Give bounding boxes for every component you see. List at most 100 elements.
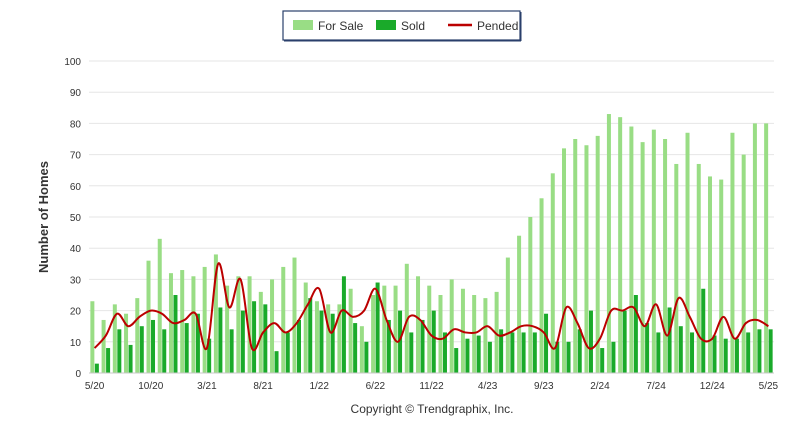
y-tick-label: 90	[70, 88, 82, 99]
sold-bar	[117, 329, 122, 373]
sold-bar	[768, 329, 773, 373]
pended-line-layer	[93, 262, 769, 352]
sold-bar	[319, 310, 324, 373]
sold-bar	[555, 341, 560, 373]
sold-bar	[218, 307, 223, 373]
for-sale-bar	[393, 285, 398, 373]
sold-bar	[746, 332, 751, 373]
for-sale-bar	[213, 254, 218, 373]
sold-bar	[701, 288, 706, 373]
for-sale-bar	[427, 285, 432, 373]
sold-bar	[499, 329, 504, 373]
sold-bar	[723, 338, 728, 373]
for-sale-bar	[314, 301, 319, 373]
for-sale-bar	[281, 266, 286, 373]
sold-bar	[521, 332, 526, 373]
sold-bar	[487, 341, 492, 373]
sold-bar	[386, 319, 391, 373]
for-sale-bar	[539, 198, 544, 373]
for-sale-bar	[528, 217, 533, 373]
sold-bar	[252, 301, 257, 373]
for-sale-bar	[685, 132, 690, 373]
x-tick-label: 10/20	[138, 381, 163, 392]
sold-bar	[229, 329, 234, 373]
sold-bar	[577, 329, 582, 373]
sold-bar	[308, 298, 313, 373]
sold-bar	[173, 295, 178, 373]
sold-bar	[285, 332, 290, 373]
legend-label: For Sale	[318, 19, 364, 33]
sold-bar	[633, 295, 638, 373]
for-sale-bar	[112, 304, 117, 373]
y-tick-label: 60	[70, 182, 82, 193]
sold-bar	[757, 329, 762, 373]
for-sale-bar	[191, 276, 196, 373]
sold-bar	[398, 310, 403, 373]
sold-bar	[128, 344, 133, 373]
sold-bar	[712, 335, 717, 373]
sold-bar	[375, 282, 380, 373]
sold-bar	[667, 307, 672, 373]
for-sale-bar	[382, 285, 387, 373]
sold-bar	[588, 310, 593, 373]
for-sale-bar	[404, 263, 409, 373]
bars	[90, 114, 773, 374]
for-sale-bar	[505, 257, 510, 373]
x-tick-label: 8/21	[253, 381, 273, 392]
sold-bar	[94, 363, 99, 373]
for-sale-bar	[236, 276, 241, 373]
sold-bar	[274, 351, 279, 373]
y-tick-label: 80	[70, 119, 82, 130]
for-sale-bar	[168, 273, 173, 373]
y-axis-ticks: 0 10 20 30 40 50 60 70 80 90 100	[64, 57, 81, 380]
sold-bar	[195, 313, 200, 373]
pended-line	[93, 262, 769, 352]
sold-bar	[645, 323, 650, 373]
legend-swatch	[376, 20, 396, 30]
sold-bar	[734, 338, 739, 373]
for-sale-bar	[629, 126, 634, 374]
for-sale-bar	[135, 298, 140, 373]
x-tick-label: 6/22	[366, 381, 386, 392]
for-sale-bar	[416, 276, 421, 373]
sold-bar	[465, 338, 470, 373]
for-sale-bar	[707, 176, 712, 373]
sold-bar	[600, 348, 605, 373]
sold-bar	[240, 310, 245, 373]
for-sale-bar	[595, 135, 600, 373]
for-sale-bar	[764, 123, 769, 374]
for-sale-bar	[292, 257, 297, 373]
legend-items: For Sale Sold Pended	[293, 19, 518, 33]
y-tick-label: 50	[70, 213, 82, 224]
for-sale-bar	[90, 301, 95, 373]
for-sale-bar	[618, 117, 623, 373]
for-sale-bar	[348, 288, 353, 373]
for-sale-bar	[303, 282, 308, 373]
sold-bar	[476, 335, 481, 373]
for-sale-bar	[730, 132, 735, 373]
for-sale-bar	[651, 129, 656, 373]
x-tick-label: 9/23	[534, 381, 554, 392]
sold-bar	[184, 323, 189, 373]
x-tick-label: 11/22	[419, 381, 444, 392]
x-tick-label: 5/25	[759, 381, 779, 392]
sold-bar	[544, 313, 549, 373]
for-sale-bar	[157, 238, 162, 373]
for-sale-bar	[337, 304, 342, 373]
sold-bar	[353, 323, 358, 373]
sold-bar	[532, 332, 537, 373]
sold-bar	[162, 329, 167, 373]
x-tick-label: 3/21	[197, 381, 217, 392]
for-sale-bar	[550, 173, 555, 373]
x-tick-label: 7/24	[646, 381, 666, 392]
sold-bar	[409, 332, 414, 373]
for-sale-bar	[247, 276, 252, 373]
sold-bar	[622, 310, 627, 373]
for-sale-bar	[573, 139, 578, 373]
for-sale-bar	[449, 279, 454, 373]
sold-bar	[106, 348, 111, 373]
for-sale-bar	[472, 295, 477, 373]
for-sale-bar	[101, 319, 106, 373]
sold-bar	[207, 338, 212, 373]
